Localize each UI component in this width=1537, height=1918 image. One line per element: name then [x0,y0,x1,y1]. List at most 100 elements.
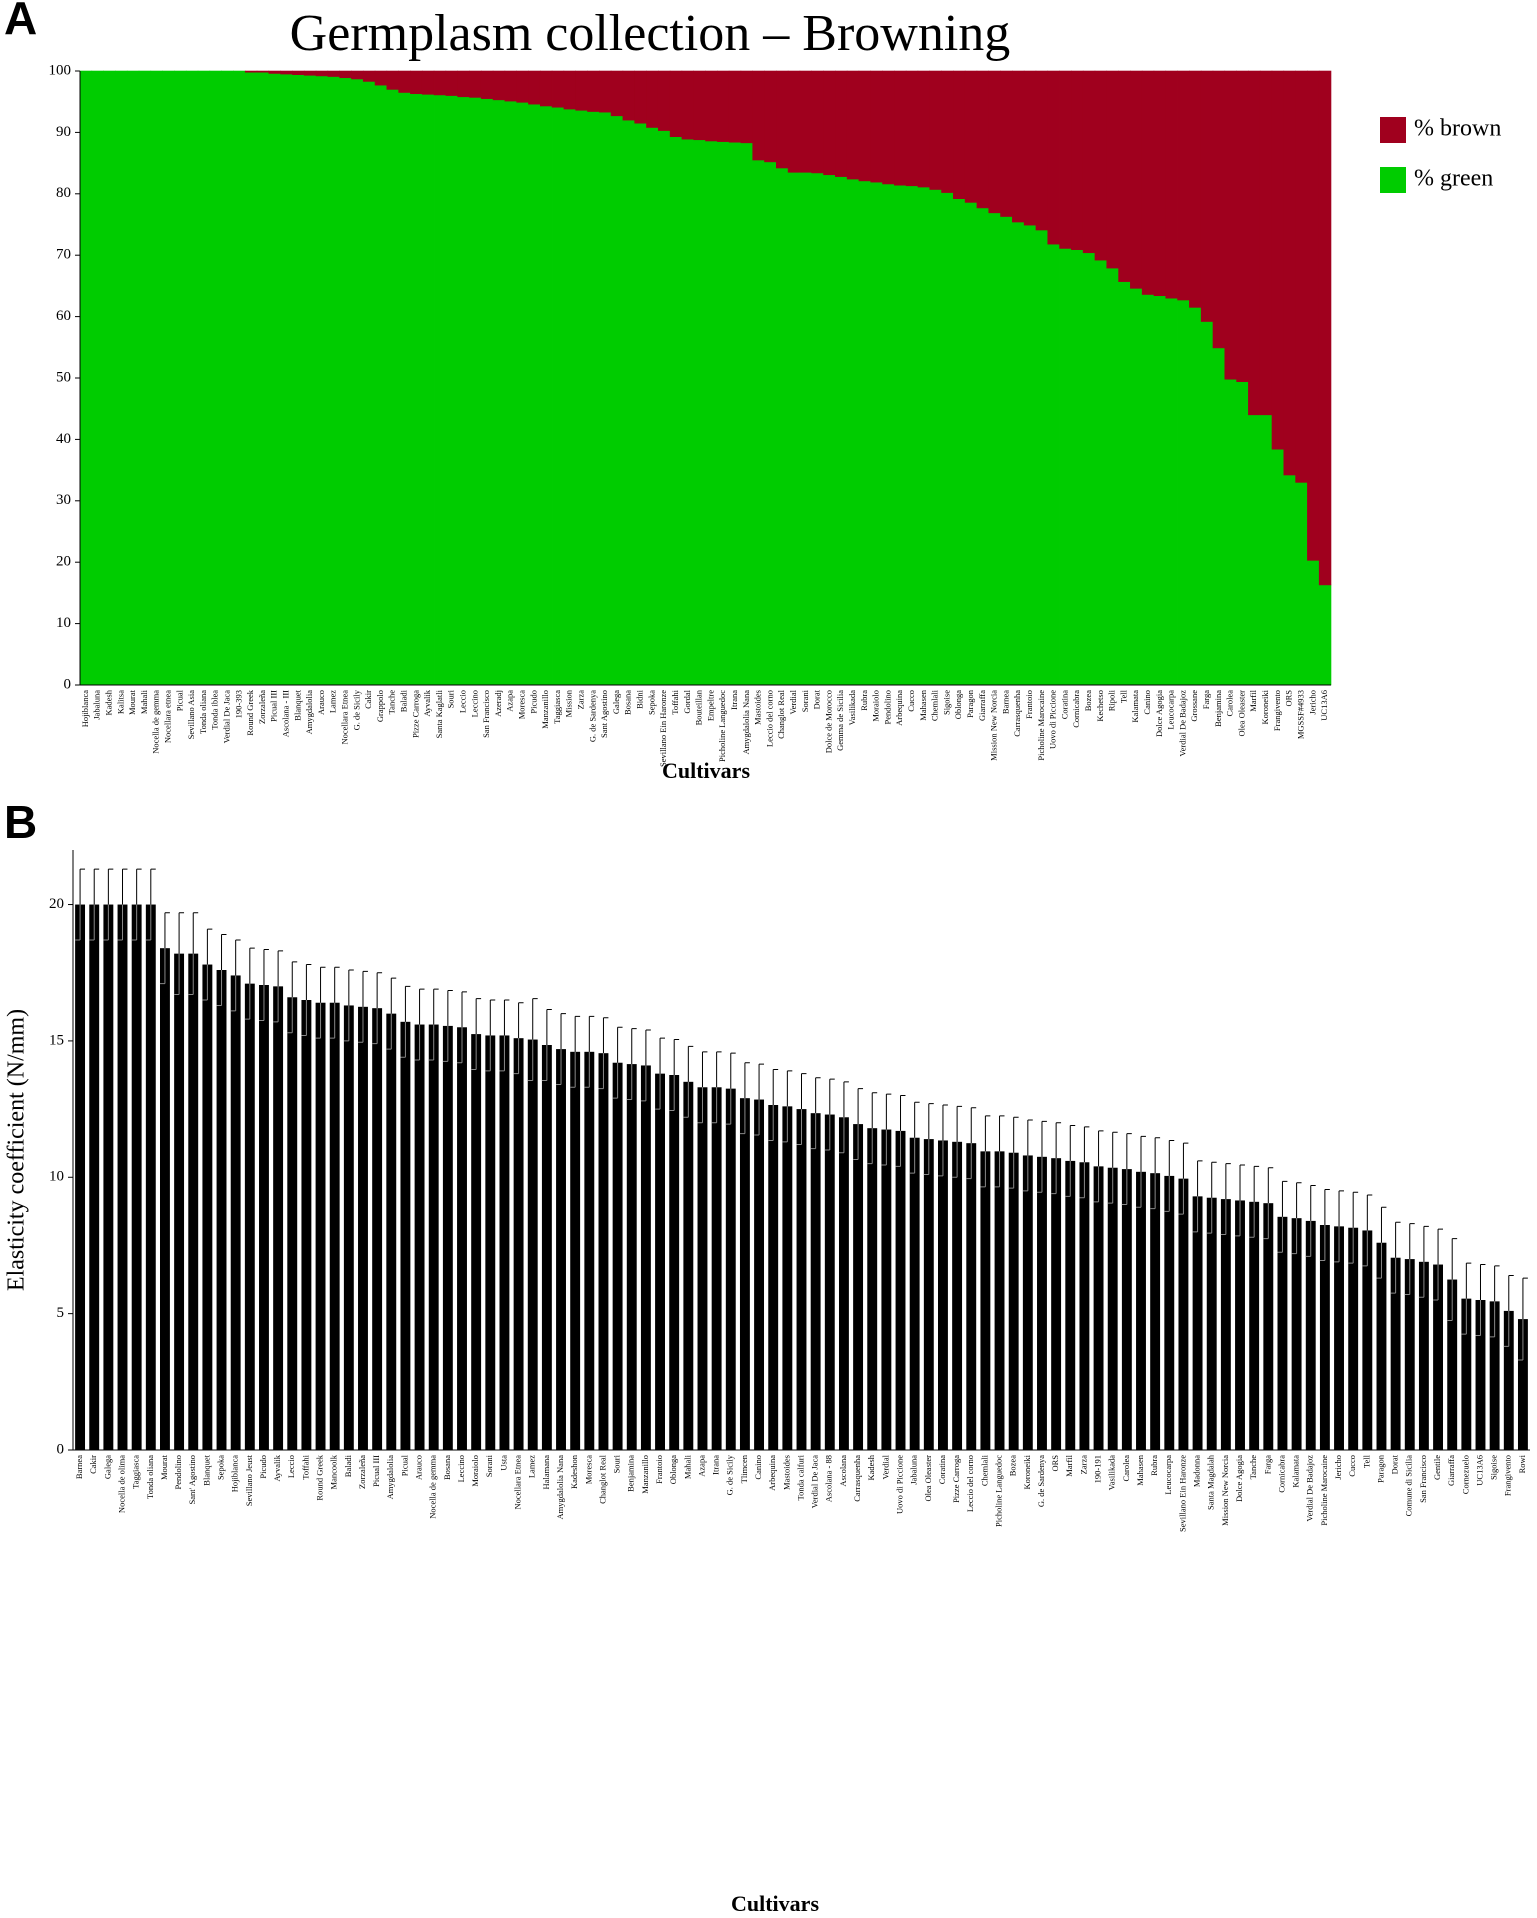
x-tick-label: Carolea [1225,690,1235,717]
bar [966,1143,977,1450]
x-tick-label: Ascolana - 88 [824,1455,834,1502]
error-bar-lower [768,1105,774,1141]
bar-segment [787,172,801,686]
bar-segment [764,161,777,686]
x-tick-label: Carolea [1121,1455,1131,1482]
x-tick-label: G. de Sardenya [587,690,597,742]
bar-segment [185,70,199,686]
x-tick-label: Olea Oleaster [1236,690,1246,737]
error-bar [744,1062,750,1099]
bar [640,1065,651,1450]
bar-segment [256,71,270,686]
x-tick-label: Lamez [527,1455,537,1478]
x-tick-label: Blanquet [201,1454,211,1485]
error-bar-lower [1079,1162,1085,1199]
error-bar-lower [895,1130,902,1167]
bar-segment [693,70,706,141]
bar [343,1005,354,1450]
x-tick-label: G. de Sicily [725,1454,735,1495]
x-tick-label: Oblonga [953,690,963,720]
error-bar-lower [131,904,138,941]
bar-segment [894,184,907,686]
bar [485,1035,496,1450]
x-tick-label: Pizze Carroga [410,690,420,738]
error-bar [475,998,482,1035]
y-tick-label: 0 [57,1441,65,1457]
x-tick-label: Kalamata [1130,690,1140,723]
bar-segment [823,70,836,176]
error-bar [546,1009,552,1045]
x-tick-label: Giarraffa [977,690,987,721]
bar [655,1073,665,1450]
bar-segment [398,70,411,93]
error-bar [1352,1191,1359,1228]
bar-segment [386,89,399,686]
error-bar-lower [1065,1160,1071,1197]
x-tick-label: Moraiolo [871,690,881,722]
bar-segment [492,70,506,101]
bar-segment [1012,221,1025,686]
bar-segment [1212,70,1226,349]
error-bar-lower [259,985,265,1021]
error-bar-lower [711,1087,718,1124]
x-tick-label: Nocella de olima [116,1455,126,1513]
error-bar-lower [1008,1152,1015,1189]
bar-segment [575,109,588,686]
error-bar-lower [640,1065,647,1102]
x-tick-label: Mahasen [918,689,928,720]
bar [796,1109,807,1450]
bar-segment [150,70,163,686]
x-tick-label: Verdial De Jaca [221,690,231,744]
bar-segment [103,70,116,686]
error-bar [1225,1163,1231,1200]
x-tick-label: ORS [1050,1455,1060,1472]
x-tick-label: Vasilikada [847,690,857,726]
x-tick-label: Dolce Agogia [1234,1455,1244,1502]
bar [1192,1196,1203,1450]
x-tick-label: Taggiasca [552,690,562,724]
bar-segment [823,174,836,686]
bar-segment [776,70,789,169]
x-tick-label: Amygdalolia Nana [555,1455,565,1520]
x-tick-label: Kadesh [103,689,113,715]
error-bar-lower [343,1005,350,1042]
bar-segment [492,99,506,686]
error-bar [503,999,510,1036]
error-bar [970,1107,977,1144]
error-bar-lower [400,1021,406,1058]
bar [358,1006,368,1450]
error-bar-lower [513,1038,520,1075]
error-bar-lower [1150,1173,1156,1210]
error-bar [999,1115,1005,1152]
error-bar [291,961,298,998]
bar-segment [1059,70,1072,249]
error-bar [93,868,100,905]
error-bar-lower [1051,1158,1057,1195]
bar-segment [174,70,187,686]
bar-segment [1236,70,1249,382]
bar-segment [457,70,470,98]
bar-segment [598,111,612,686]
error-bar [1296,1182,1302,1219]
error-bar [574,1015,581,1052]
x-tick-label: Dolce de Morocco [823,690,833,753]
x-tick-label: Mahali [139,689,149,714]
bar-segment [303,74,317,686]
error-bar [900,1094,906,1131]
error-bar-lower [1192,1196,1199,1233]
bar-segment [811,70,824,174]
x-tick-label: Zorzaleña [257,690,267,724]
bar [1051,1158,1062,1450]
error-bar [1069,1124,1076,1161]
x-tick-label: Carrasquenha [1012,690,1022,737]
bar-segment [587,111,600,686]
error-bar-lower [655,1073,661,1110]
error-bar [1239,1164,1245,1201]
error-bar-lower [796,1109,802,1146]
bar-segment [669,136,683,686]
bar-segment [752,70,765,161]
x-tick-label: Bozea [1083,690,1093,711]
x-tick-label: Pizze Carroga [951,1455,961,1503]
error-bar [1112,1131,1118,1168]
error-bar-lower [301,1000,307,1036]
